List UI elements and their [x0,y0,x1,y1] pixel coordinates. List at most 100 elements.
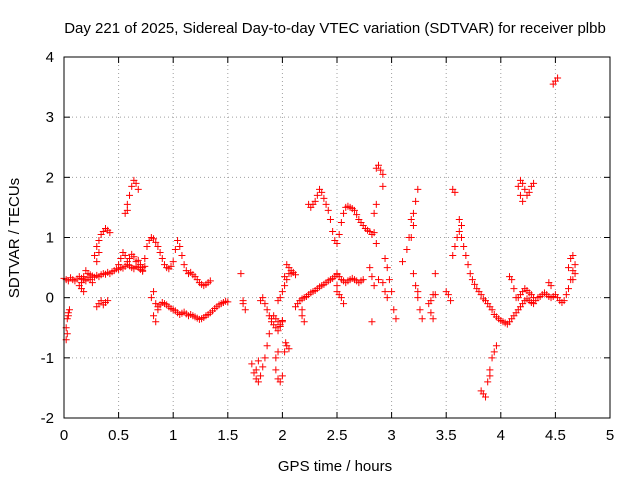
data-point [359,276,367,284]
data-point [176,243,184,251]
data-point [292,271,300,279]
data-point [455,227,463,235]
data-point [414,185,422,193]
y-tick-label: 3 [46,109,54,126]
data-point [451,188,459,196]
data-point [444,291,452,299]
data-point [156,249,164,257]
data-point [276,294,284,302]
data-point [447,297,455,305]
data-point [390,306,398,314]
data-point [123,206,131,214]
data-point [462,252,470,260]
data-point [263,306,271,314]
data-point [449,252,457,260]
data-point [285,345,293,353]
data-point [370,209,378,217]
chart-title: Day 221 of 2025, Sidereal Day-to-day VTE… [64,20,606,37]
data-point [241,306,249,314]
data-point [324,206,332,214]
data-point [84,270,92,278]
data-point [366,264,374,272]
data-point [399,258,407,266]
data-point [370,229,378,237]
data-point [276,323,284,331]
plot-frame [63,56,611,419]
data-point [117,255,125,263]
data-point [565,285,573,293]
data-point [571,270,579,278]
data-point [409,209,417,217]
data-point [320,194,328,202]
data-point [206,277,214,285]
data-point [486,372,494,380]
data-point [63,315,71,323]
y-tick-label: 4 [46,49,54,66]
data-point [374,161,382,169]
data-point [409,221,417,229]
data-point [252,366,260,374]
data-point [418,315,426,323]
x-tick-label: 3.5 [436,427,457,444]
data-point [254,378,262,386]
data-point [313,191,321,199]
x-tick-label: 4 [497,427,505,444]
data-point [340,300,348,308]
data-point [174,237,182,245]
data-point [278,372,286,380]
y-tick-label: 0 [46,290,54,307]
data-point [134,256,142,264]
data-point [460,243,468,251]
data-point [272,354,280,362]
data-point [115,261,123,269]
data-point [565,264,573,272]
data-point [431,270,439,278]
data-point [167,262,175,270]
data-point [276,378,284,386]
data-point [95,249,103,257]
data-point [337,218,345,226]
data-point [274,348,282,356]
data-point [381,288,389,296]
x-tick-label: 0 [60,427,68,444]
data-point [427,297,435,305]
data-point [379,182,387,190]
data-point [257,372,265,380]
data-point [106,229,114,237]
data-point [521,185,529,193]
axis-tick-labels: 0 0.5 1 1.5 2 2.5 3 3.5 4 4.5 5 -2 -1 0 1 2 3 4 [41,49,615,444]
data-point [414,294,422,302]
data-point [237,270,245,278]
x-tick-label: 1 [169,427,177,444]
data-point [368,318,376,326]
data-point [126,255,134,263]
data-point [569,252,577,260]
data-point [278,288,286,296]
data-point [471,280,479,288]
data-point [267,315,275,323]
data-point [329,227,337,235]
data-point [516,191,524,199]
data-point [63,330,71,338]
data-point [274,327,282,335]
data-point [178,252,186,260]
data-point [482,393,490,401]
data-point [409,270,417,278]
data-point [514,182,522,190]
x-tick-label: 3 [387,427,395,444]
data-point [95,237,103,245]
data-point [427,309,435,317]
data-point [414,288,422,296]
data-point [278,318,286,326]
data-point [259,363,267,371]
y-tick-label: 2 [46,169,54,186]
data-point [128,182,136,190]
data-point [143,243,151,251]
x-tick-label: 2.5 [327,427,348,444]
data-point [154,306,162,314]
data-point [121,252,129,260]
data-point [372,240,380,248]
data-point [377,166,385,174]
data-point [150,288,158,296]
data-point [272,366,280,374]
